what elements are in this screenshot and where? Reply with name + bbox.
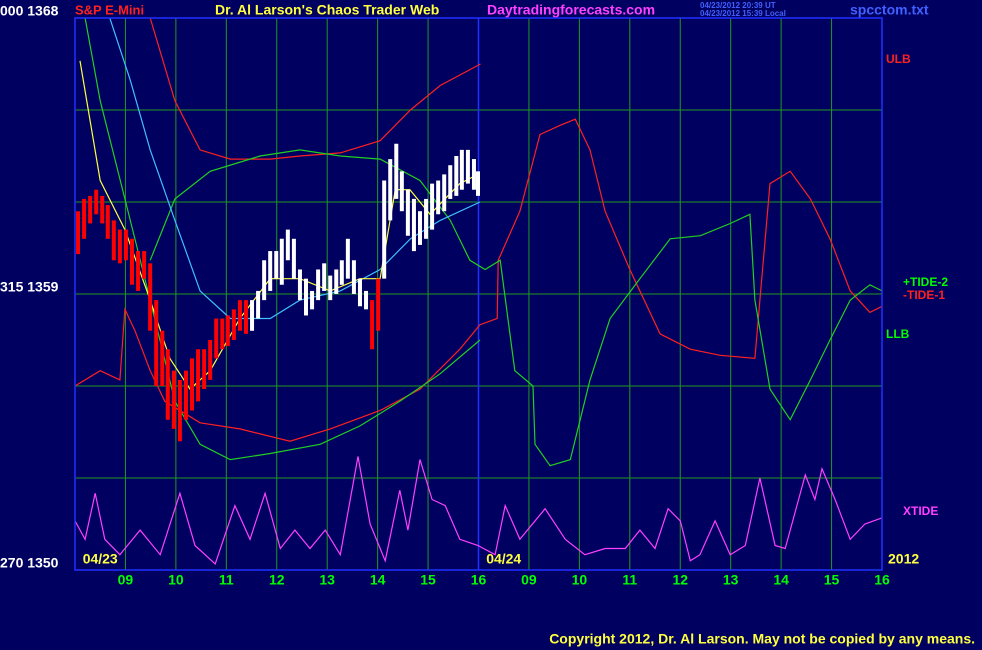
x-tick-label: 15 bbox=[420, 572, 436, 588]
plot-border bbox=[74, 17, 883, 571]
x-tick-label: 09 bbox=[118, 572, 134, 588]
x-tick-label: 14 bbox=[370, 572, 386, 588]
stamp-ut: 04/23/2012 20:39 UT bbox=[700, 1, 776, 10]
indicator-line bbox=[109, 18, 481, 320]
x-tick-label: 09 bbox=[521, 572, 537, 588]
day-label: 04/24 bbox=[486, 551, 521, 567]
y-tick-label: 270 1350 bbox=[0, 555, 59, 571]
y-tick-label: 315 1359 bbox=[0, 279, 59, 295]
x-tick-label: 16 bbox=[471, 572, 487, 588]
x-tick-label: 15 bbox=[824, 572, 840, 588]
x-tick-label: 12 bbox=[672, 572, 688, 588]
x-tick-label: 11 bbox=[622, 572, 637, 588]
x-tick-label: 14 bbox=[773, 572, 789, 588]
annotation: -TIDE-1 bbox=[903, 288, 945, 302]
indicator-line bbox=[75, 18, 882, 442]
stamp-local: 04/23/2012 15:39 Local bbox=[700, 9, 786, 18]
annotation: LLB bbox=[886, 327, 910, 341]
x-tick-label: 11 bbox=[219, 572, 234, 588]
indicator-line bbox=[75, 456, 882, 565]
x-tick-label: 16 bbox=[874, 572, 890, 588]
symbol: S&P E-Mini bbox=[75, 2, 144, 17]
site: Daytradingforecasts.com bbox=[487, 2, 655, 18]
indicator-line bbox=[84, 18, 481, 461]
file-name: spcctom.txt bbox=[850, 2, 929, 18]
x-tick-label: 10 bbox=[572, 572, 588, 588]
annotation: ULB bbox=[886, 52, 911, 66]
indicator-line bbox=[149, 149, 882, 467]
indicator-line bbox=[79, 60, 479, 391]
x-tick-label: 12 bbox=[269, 572, 285, 588]
title: Dr. Al Larson's Chaos Trader Web bbox=[215, 2, 439, 18]
annotation: +TIDE-2 bbox=[903, 275, 948, 289]
y-tick-label: 000 1368 bbox=[0, 3, 59, 19]
day-label: 04/23 bbox=[83, 551, 118, 567]
year: 2012 bbox=[888, 551, 919, 567]
x-tick-label: 13 bbox=[319, 572, 335, 588]
x-tick-label: 10 bbox=[168, 572, 184, 588]
copyright: Copyright 2012, Dr. Al Larson. May not b… bbox=[549, 631, 975, 647]
x-tick-label: 13 bbox=[723, 572, 739, 588]
plot bbox=[75, 18, 882, 570]
annotation: XTIDE bbox=[903, 504, 938, 518]
